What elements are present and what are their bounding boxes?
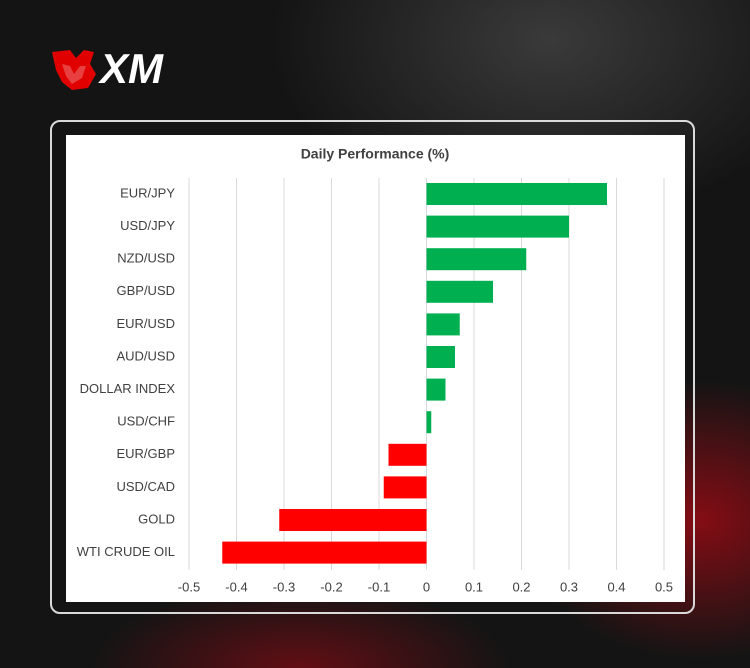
x-tick-label: 0.2 xyxy=(512,579,530,594)
y-tick-label: GBP/USD xyxy=(116,283,175,298)
chart-title: Daily Performance (%) xyxy=(301,146,450,162)
bar xyxy=(426,411,432,434)
y-tick-label: EUR/JPY xyxy=(120,185,175,200)
bar xyxy=(388,443,427,466)
x-tick-label: -0.4 xyxy=(225,579,247,594)
x-tick-label: 0.1 xyxy=(465,579,483,594)
logo: XM xyxy=(52,45,164,92)
x-tick-label: -0.1 xyxy=(368,579,390,594)
logo-icon-detail xyxy=(62,64,86,84)
bar xyxy=(426,248,527,271)
y-tick-label: USD/JPY xyxy=(120,218,175,233)
y-tick-label: WTI CRUDE OIL xyxy=(77,544,175,559)
bar xyxy=(222,541,427,564)
y-tick-label: USD/CHF xyxy=(117,414,175,429)
x-tick-label: -0.2 xyxy=(320,579,342,594)
logo-text: XM xyxy=(98,45,164,92)
bar xyxy=(426,313,460,336)
bar xyxy=(426,215,569,238)
logo-icon xyxy=(52,50,96,90)
x-tick-label: 0.4 xyxy=(607,579,625,594)
y-tick-label: GOLD xyxy=(138,511,175,526)
y-tick-label: EUR/GBP xyxy=(116,446,175,461)
bar xyxy=(426,346,455,368)
bar xyxy=(426,280,493,303)
y-tick-label: AUD/USD xyxy=(116,348,175,363)
y-tick-label: USD/CAD xyxy=(116,479,175,494)
chart-frame xyxy=(50,120,695,614)
bar xyxy=(426,378,446,401)
x-tick-label: 0.3 xyxy=(560,579,578,594)
x-tick-label: -0.5 xyxy=(178,579,200,594)
x-tick-label: -0.3 xyxy=(273,579,295,594)
bar xyxy=(279,509,427,531)
y-tick-label: EUR/USD xyxy=(116,316,175,331)
x-tick-label: 0 xyxy=(423,579,430,594)
y-tick-label: NZD/USD xyxy=(117,251,175,266)
x-tick-label: 0.5 xyxy=(655,579,673,594)
y-tick-label: DOLLAR INDEX xyxy=(80,381,176,396)
bar xyxy=(383,476,427,499)
bar xyxy=(426,183,607,205)
